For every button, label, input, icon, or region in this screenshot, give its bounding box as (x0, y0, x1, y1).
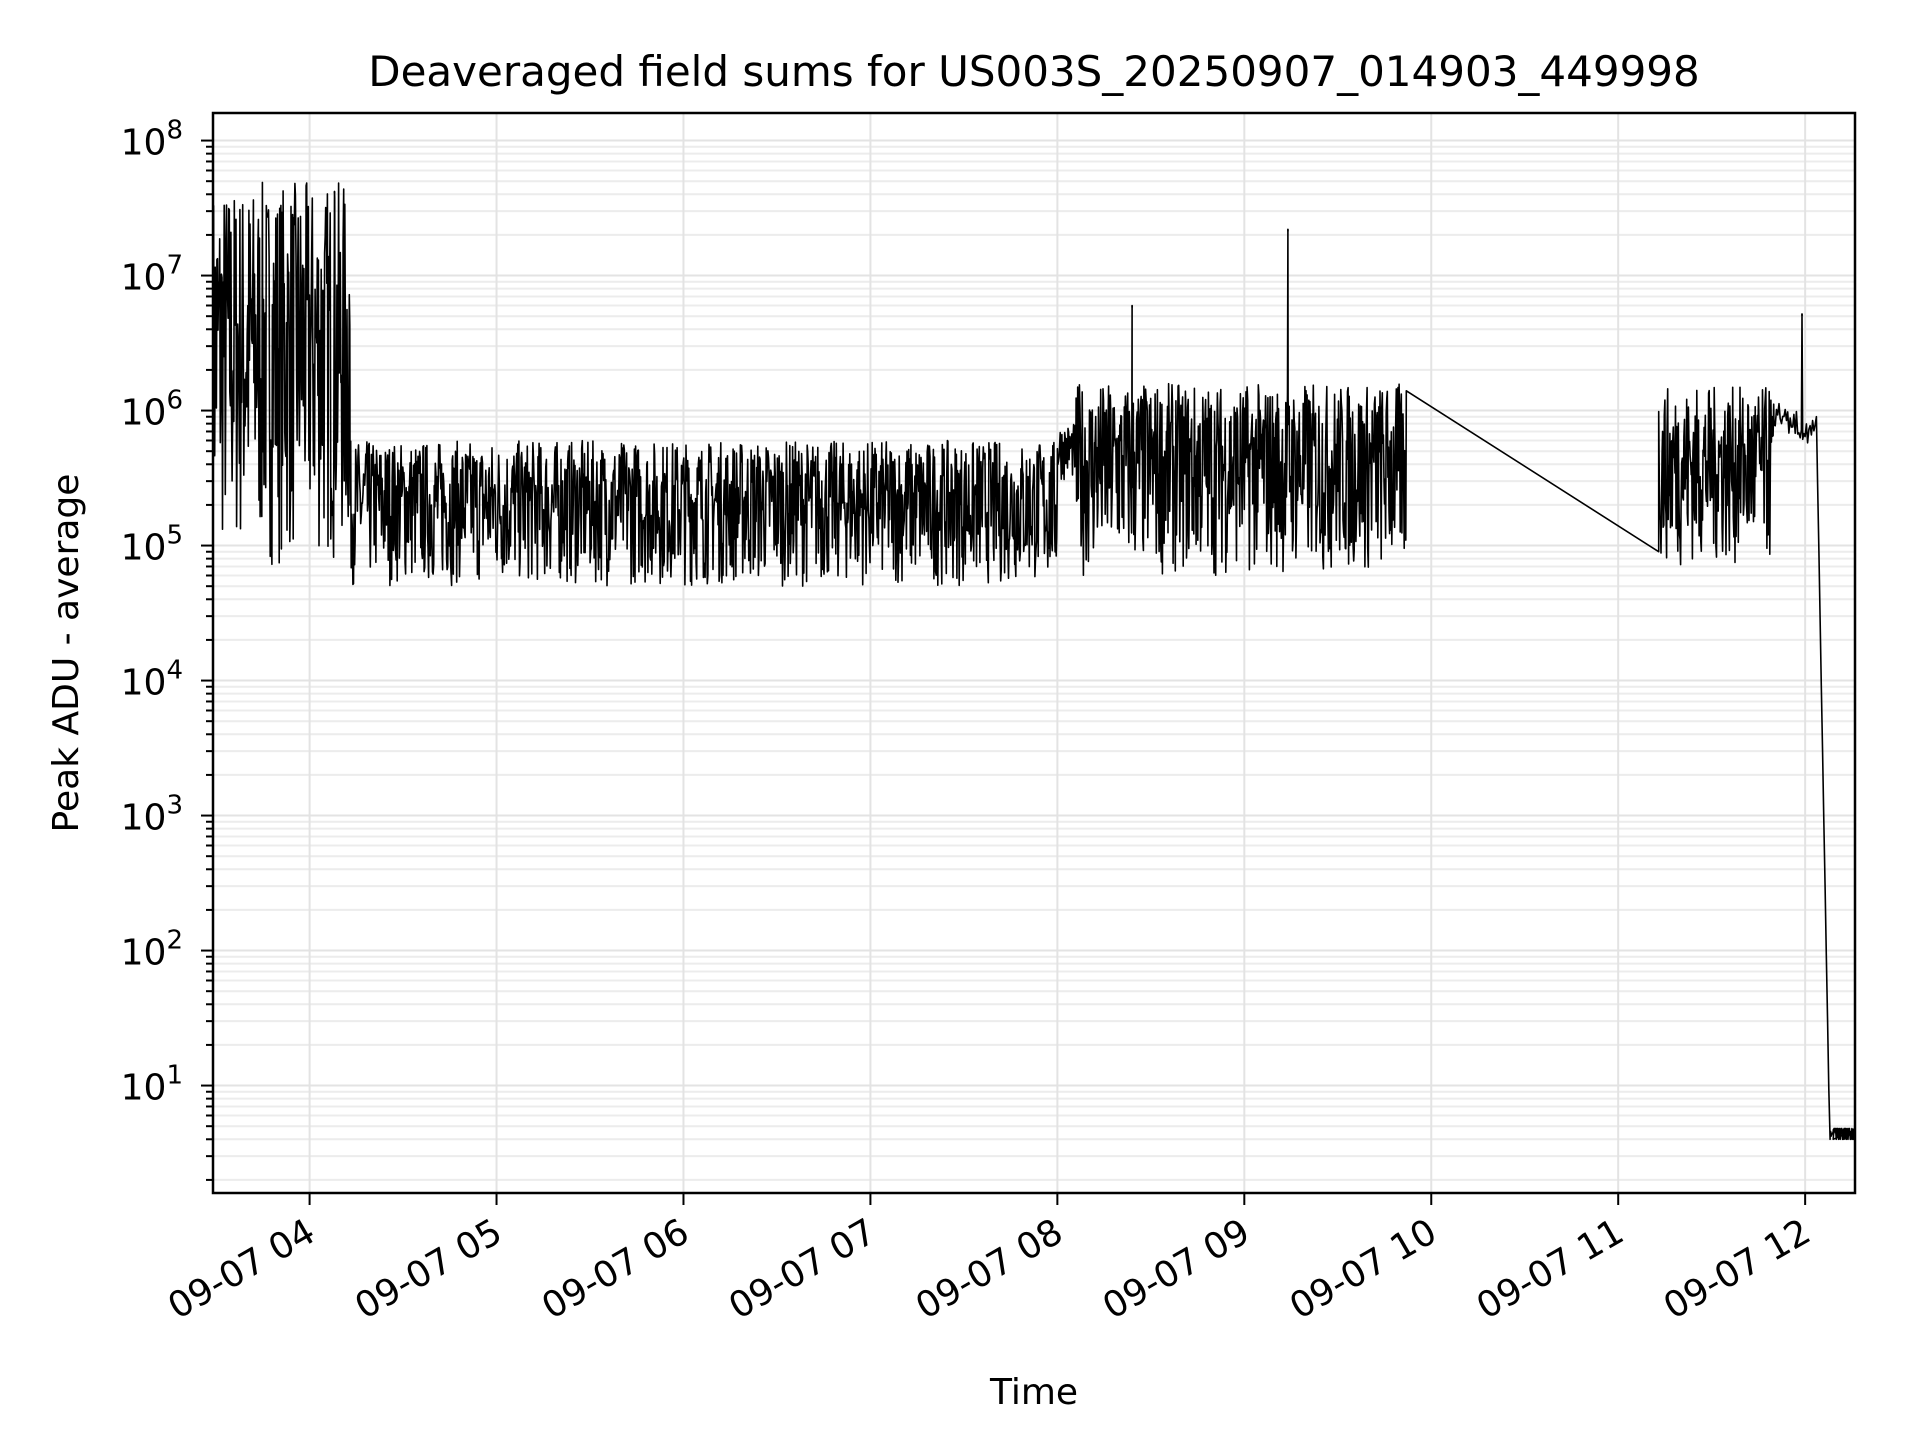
y-tick-label: 106 (121, 386, 183, 434)
y-tick-label: 108 (121, 116, 183, 164)
y-tick-label: 103 (121, 791, 183, 839)
chart-title: Deaveraged field sums for US003S_2025090… (368, 47, 1700, 96)
plot-frame (211, 111, 1857, 1195)
y-tick-label: 105 (121, 521, 183, 569)
x-axis-label: Time (989, 1372, 1078, 1413)
y-tick-label: 107 (121, 251, 183, 299)
y-tick-label: 101 (121, 1061, 183, 1109)
y-axis-label: Peak ADU - average (46, 474, 87, 833)
grid (213, 113, 1855, 1193)
y-tick-label: 104 (121, 656, 183, 704)
series-path (212, 181, 1856, 1141)
series-line (212, 181, 1856, 1141)
y-tick-label: 102 (121, 926, 183, 974)
